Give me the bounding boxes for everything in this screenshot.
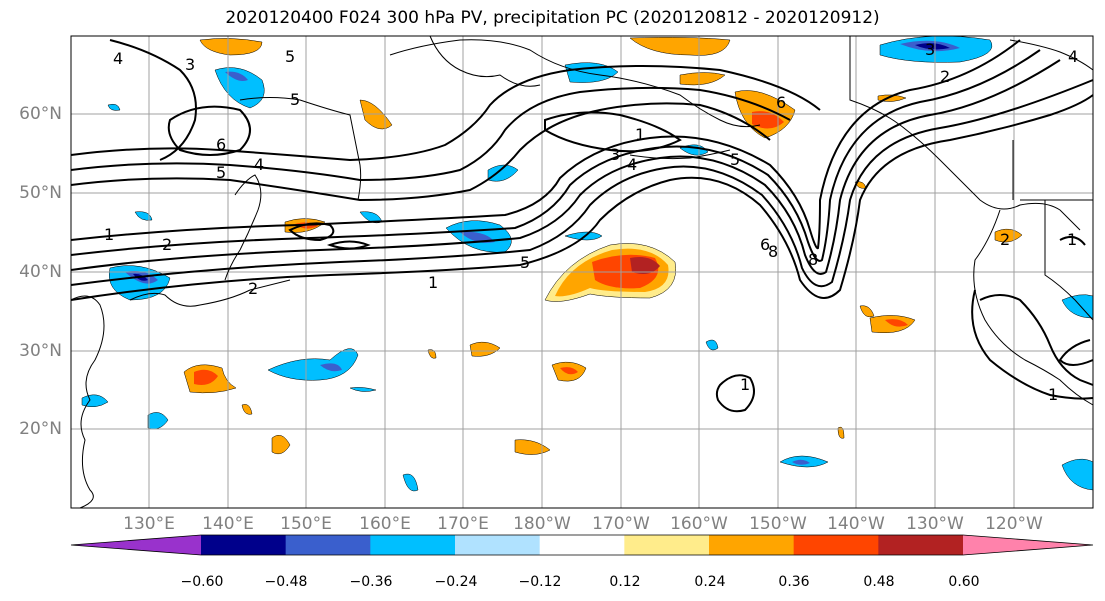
lat-label-60n: 60°N — [19, 104, 62, 124]
lat-label-30n: 30°N — [19, 341, 62, 361]
precip-negative-area — [267, 348, 359, 381]
colorbar-segment — [285, 535, 371, 555]
lon-label-170w: 170°W — [592, 514, 650, 534]
colorbar-tick-label: 0.48 — [863, 574, 895, 590]
contour-label: 5 — [730, 150, 740, 169]
colorbar-tick-label: −0.12 — [518, 574, 562, 590]
pv-contours — [70, 39, 1094, 413]
contour-label: 4 — [254, 155, 264, 174]
precip-positive-area — [199, 38, 263, 56]
contour-label: 8 — [768, 242, 778, 261]
colorbar-tick-label: −0.48 — [264, 574, 308, 590]
precip-positive-area — [271, 434, 291, 455]
precip-positive-area — [469, 341, 501, 357]
lon-label-180w: 180°W — [513, 514, 571, 534]
colorbar-extend-low — [71, 535, 201, 555]
colorbar — [70, 534, 1094, 556]
contour-label: 4 — [113, 49, 123, 68]
lon-label-140w: 140°W — [827, 514, 885, 534]
contour-label: 5 — [520, 253, 530, 272]
lon-label-140e: 140°E — [202, 514, 254, 534]
colorbar-segment — [709, 535, 795, 555]
lon-label-150e: 150°E — [280, 514, 332, 534]
contour-label: 1 — [635, 125, 645, 144]
precip-positive-area — [629, 37, 731, 56]
contour-label: 2 — [248, 279, 258, 298]
colorbar-tick-label: −0.36 — [349, 574, 393, 590]
colorbar-segment — [793, 535, 879, 555]
colorbar-tick-label: −0.24 — [434, 574, 478, 590]
colorbar-tick-label: 0.60 — [948, 574, 980, 590]
precip-negative-area — [705, 339, 719, 351]
contour-label: 2 — [1000, 230, 1010, 249]
contour-label: 6 — [776, 93, 786, 112]
colorbar-segment — [455, 535, 541, 555]
precip-negative-area — [349, 387, 377, 392]
contour-label: 6 — [216, 135, 226, 154]
lat-label-50n: 50°N — [19, 183, 62, 203]
colorbar-segment — [370, 535, 456, 555]
contour-label: 1 — [104, 225, 114, 244]
contour-label: 3 — [925, 40, 935, 59]
colorbar-segment — [201, 535, 287, 555]
contour-label: 8 — [808, 250, 818, 269]
contour-label: 5 — [290, 90, 300, 109]
precip-positive-area — [859, 305, 875, 318]
precip-positive-area — [241, 404, 253, 415]
precip-positive-area — [514, 439, 551, 455]
lon-label-160w: 160°W — [670, 514, 728, 534]
colorbar-extend-high — [963, 535, 1093, 555]
colorbar-tick-label: 0.36 — [778, 574, 810, 590]
colorbar-segment — [624, 535, 710, 555]
lat-label-20n: 20°N — [19, 419, 62, 439]
colorbar-tick-label: −0.60 — [180, 574, 224, 590]
lat-label-40n: 40°N — [19, 262, 62, 282]
lon-label-130e: 130°E — [123, 514, 175, 534]
colorbar-segment — [539, 535, 625, 555]
contour-label: 5 — [285, 47, 295, 66]
contour-label: 6 — [760, 235, 770, 254]
contour-label: 5 — [216, 163, 226, 182]
colorbar-tick-label: 0.24 — [694, 574, 726, 590]
lon-label-150w: 150°W — [749, 514, 807, 534]
precip-positive-area — [427, 349, 437, 359]
figure-title: 2020120400 F024 300 hPa PV, precipitatio… — [225, 8, 880, 28]
contour-label: 4 — [627, 155, 637, 174]
contour-label: 4 — [1068, 47, 1078, 66]
contour-label: 2 — [940, 67, 950, 86]
contour-label: 1 — [428, 273, 438, 292]
lon-label-120w: 120°W — [985, 514, 1043, 534]
precip-positive-area — [679, 72, 726, 86]
precip-negative-area — [487, 164, 519, 182]
colorbar-segment — [878, 535, 964, 555]
contour-label: 1 — [740, 375, 750, 394]
contour-label: 2 — [162, 235, 172, 254]
precip-positive-area — [994, 228, 1023, 243]
map-frame — [70, 35, 1094, 509]
contour-label: 1 — [1067, 230, 1077, 249]
precip-negative-area — [564, 231, 603, 241]
contour-label: 3 — [610, 145, 620, 164]
coastlines — [70, 35, 1094, 509]
contour-label: 3 — [185, 55, 195, 74]
lon-label-130w: 130°W — [906, 514, 964, 534]
precip-negative-area — [134, 211, 153, 221]
contour-label: 1 — [1048, 385, 1058, 404]
lon-label-170e: 170°E — [437, 514, 489, 534]
precip-positive-area — [837, 426, 845, 439]
lon-label-160e: 160°E — [359, 514, 411, 534]
colorbar-tick-label: 0.12 — [609, 574, 641, 590]
precip-negative-area — [107, 103, 121, 111]
precip-negative-area — [402, 473, 419, 492]
